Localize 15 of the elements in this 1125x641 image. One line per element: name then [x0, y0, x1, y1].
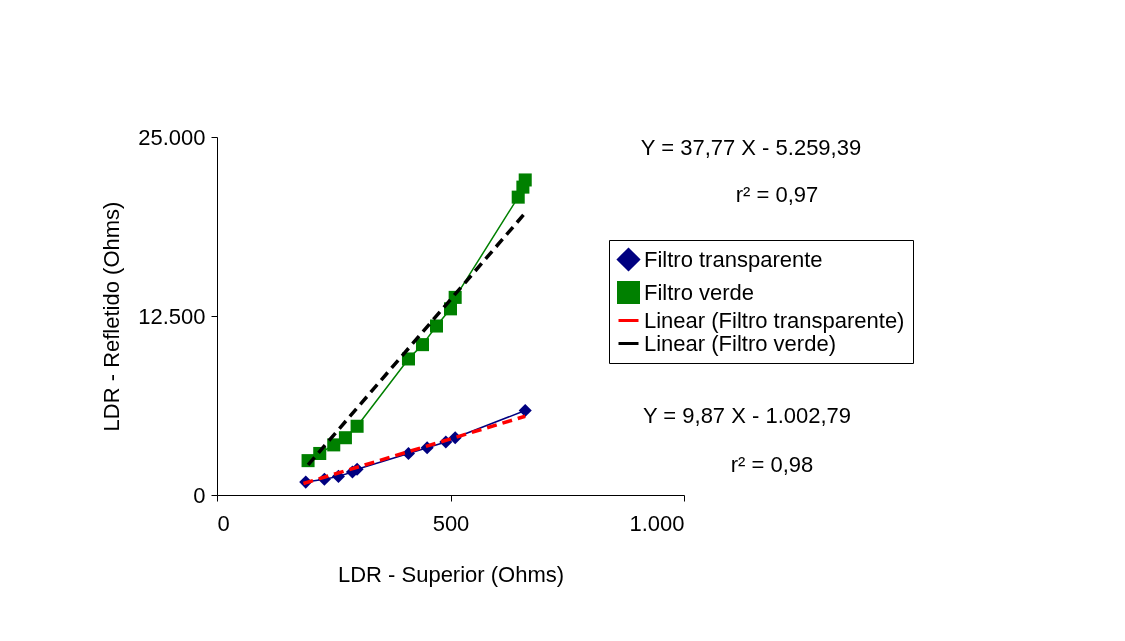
legend-label: Linear (Filtro transparente) [644, 307, 905, 333]
x-tick-label: 0 [217, 510, 230, 536]
legend-label: Filtro transparente [644, 246, 823, 272]
text: r² = 0,98 [730, 452, 814, 477]
y-tick-label: 25.000 [138, 124, 206, 150]
legend-label: Filtro verde [644, 279, 755, 305]
annotation: Y = 37,77 X - 5.259,39 [640, 135, 862, 160]
x-tick-label: 500 [432, 510, 470, 536]
y-axis-title: LDR - Refletido (Ohms) [99, 201, 125, 432]
x-axis-title: LDR - Superior (Ohms) [337, 561, 565, 587]
x-tick-label: 1.000 [629, 510, 685, 536]
y-tick-label: 12.500 [138, 303, 206, 329]
annotation: Y = 9,87 X - 1.002,79 [642, 403, 852, 428]
text: r² = 0,97 [735, 182, 819, 207]
y-tick-label: 0 [193, 482, 206, 508]
